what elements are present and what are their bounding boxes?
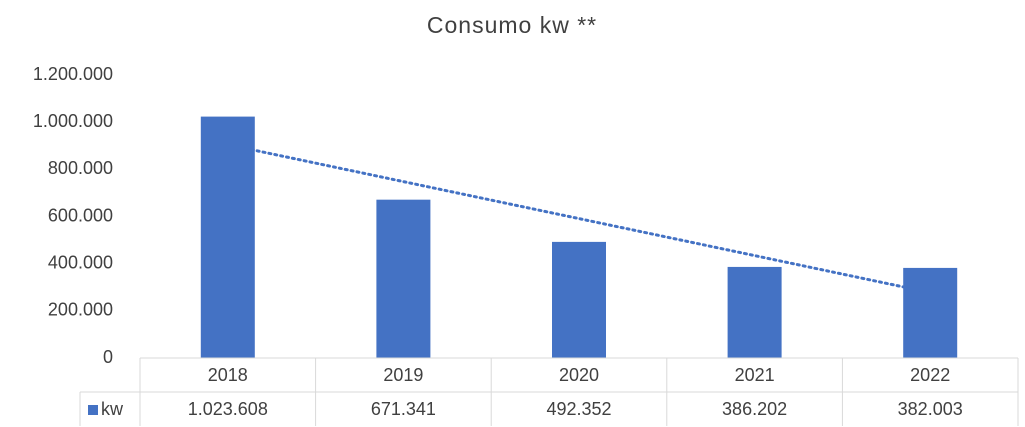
y-tick-label: 200.000 (48, 300, 113, 320)
legend-label: kw (101, 399, 124, 419)
x-tick-label: 2021 (735, 365, 775, 385)
bar (552, 241, 606, 358)
x-tick-label: 2019 (383, 365, 423, 385)
data-table-value: 671.341 (371, 399, 436, 419)
x-tick-label: 2018 (208, 365, 248, 385)
bar (200, 116, 255, 358)
trendline (226, 143, 932, 295)
data-table-value: 382.003 (898, 399, 963, 419)
bar (376, 199, 431, 358)
y-tick-label: 800.000 (48, 158, 113, 178)
y-tick-label: 0 (103, 347, 113, 367)
y-tick-label: 400.000 (48, 252, 113, 272)
data-table-value: 492.352 (546, 399, 611, 419)
y-tick-label: 600.000 (48, 205, 113, 225)
bar (727, 266, 782, 358)
chart-title: Consumo kw ** (427, 12, 597, 38)
legend-swatch (88, 405, 98, 415)
y-tick-label: 1.000.000 (33, 111, 113, 131)
data-table-value: 1.023.608 (188, 399, 268, 419)
data-table-value: 386.202 (722, 399, 787, 419)
x-tick-label: 2022 (910, 365, 950, 385)
y-tick-label: 1.200.000 (33, 64, 113, 84)
bar (903, 267, 958, 358)
x-tick-label: 2020 (559, 365, 599, 385)
